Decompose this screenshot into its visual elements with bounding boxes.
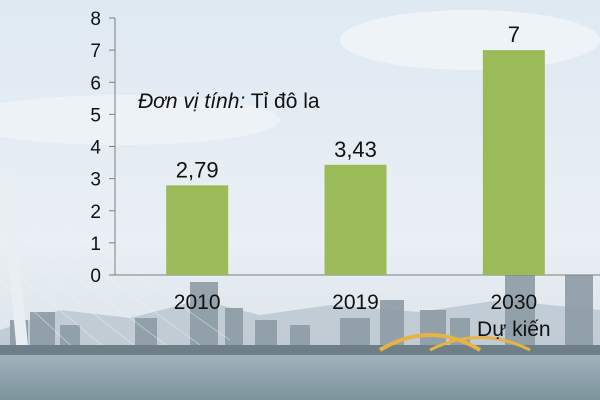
bars (166, 50, 545, 275)
y-tick-label: 2 (90, 202, 101, 223)
y-tick-label: 0 (90, 266, 101, 287)
y-tick-label: 1 (90, 234, 101, 255)
data-label-2030: 7 (508, 22, 520, 47)
unit-note: Đơn vị tính: Tỉ đô la (138, 90, 320, 114)
y-tick-label: 5 (90, 105, 101, 126)
y-tick-label: 7 (90, 41, 101, 62)
bar-2010 (166, 185, 229, 275)
unit-note-label: Đơn vị tính: (138, 90, 246, 113)
y-tick-label: 6 (90, 73, 101, 94)
category-labels: 2010 2019 2030 Dự kiến (174, 291, 551, 341)
unit-note-value: Tỉ đô la (250, 90, 320, 113)
data-label-2010: 2,79 (176, 157, 219, 182)
y-tick-label: 3 (90, 170, 101, 191)
category-label-2019: 2019 (332, 291, 379, 314)
y-tick-label: 4 (90, 138, 101, 159)
y-axis: 0 1 2 3 4 5 6 7 8 (90, 9, 116, 287)
y-tick-label: 8 (90, 9, 101, 30)
category-label-2010: 2010 (174, 291, 221, 314)
bar-2019 (324, 164, 387, 275)
data-label-2019: 3,43 (334, 137, 377, 162)
category-label-2030: 2030 (490, 291, 537, 314)
bar-2030 (482, 50, 545, 275)
data-labels: 2,79 3,43 7 (176, 22, 520, 182)
category-sublabel-2030: Dự kiến (477, 318, 551, 341)
